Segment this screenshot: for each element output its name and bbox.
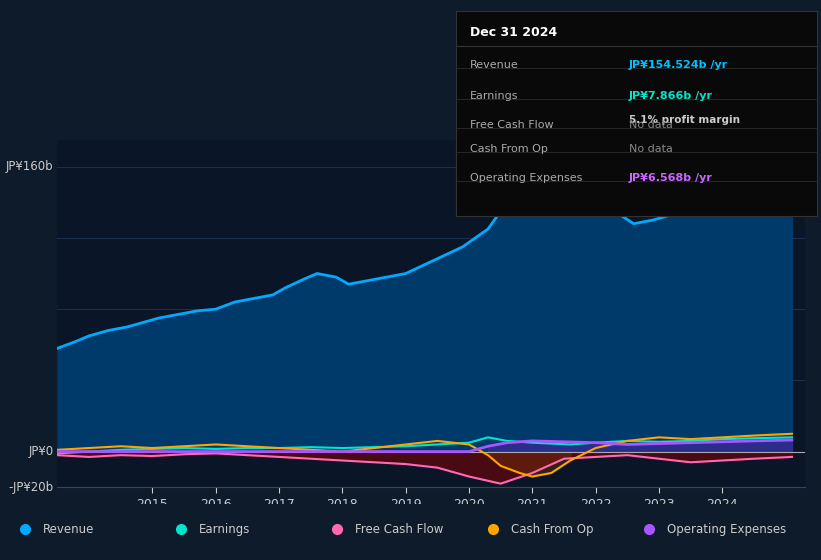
Text: Revenue: Revenue: [470, 60, 519, 70]
Text: No data: No data: [629, 119, 673, 129]
Text: Revenue: Revenue: [43, 522, 94, 536]
Text: JP¥154.524b /yr: JP¥154.524b /yr: [629, 60, 728, 70]
Text: Dec 31 2024: Dec 31 2024: [470, 26, 557, 39]
Text: No data: No data: [629, 144, 673, 154]
Text: JP¥0: JP¥0: [29, 445, 53, 458]
Text: Operating Expenses: Operating Expenses: [667, 522, 786, 536]
Text: Cash From Op: Cash From Op: [511, 522, 593, 536]
Text: Free Cash Flow: Free Cash Flow: [470, 119, 553, 129]
Text: Earnings: Earnings: [470, 91, 519, 101]
Text: JP¥6.568b /yr: JP¥6.568b /yr: [629, 172, 713, 183]
Text: Cash From Op: Cash From Op: [470, 144, 548, 154]
Text: Free Cash Flow: Free Cash Flow: [355, 522, 443, 536]
Text: 5.1% profit margin: 5.1% profit margin: [629, 115, 740, 125]
Text: Earnings: Earnings: [199, 522, 250, 536]
Text: JP¥160b: JP¥160b: [6, 160, 53, 173]
Text: Operating Expenses: Operating Expenses: [470, 172, 582, 183]
Text: -JP¥20b: -JP¥20b: [8, 480, 53, 494]
Text: JP¥7.866b /yr: JP¥7.866b /yr: [629, 91, 713, 101]
